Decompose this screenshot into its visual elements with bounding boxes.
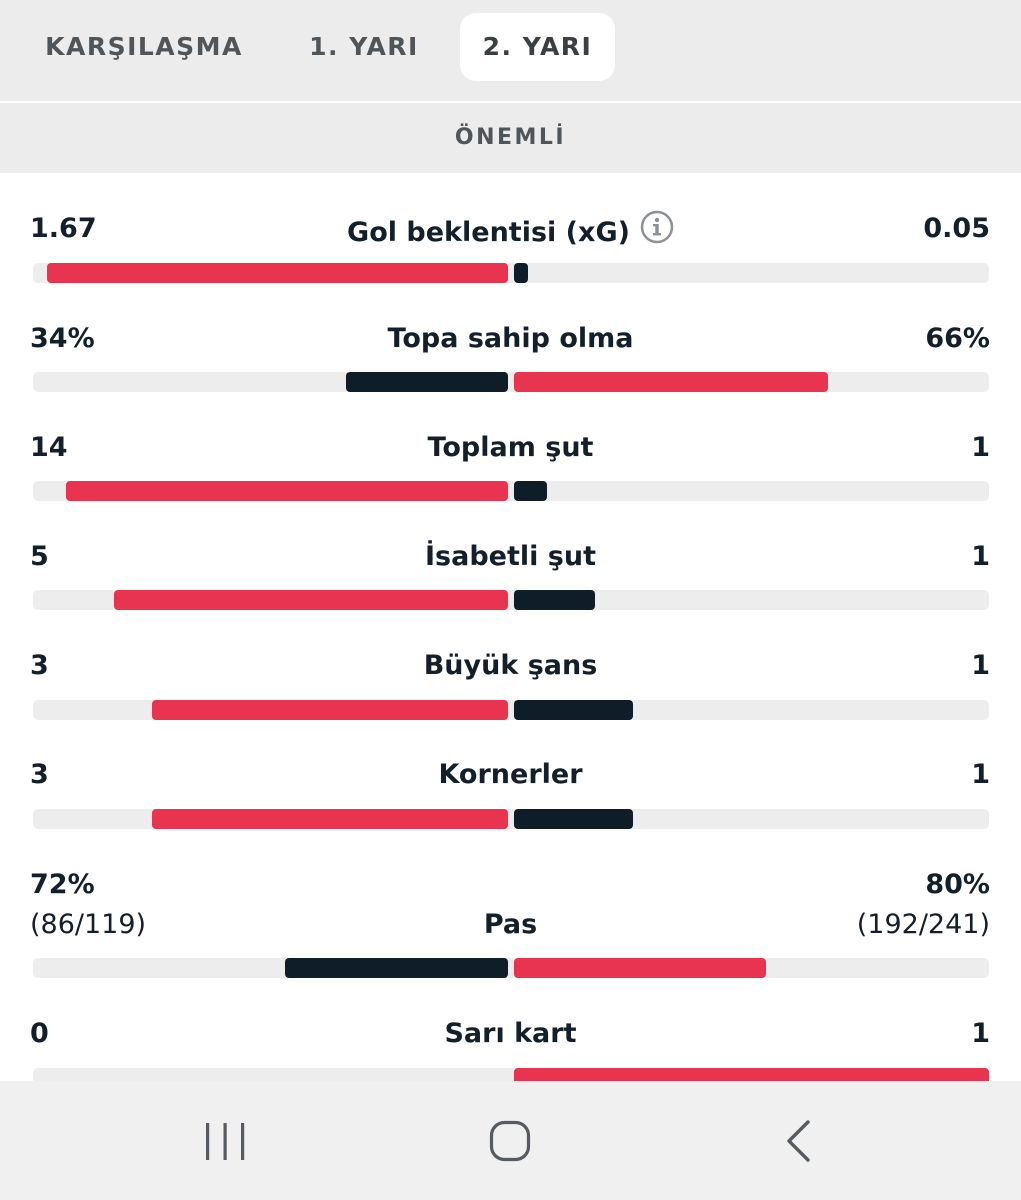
stat-label: Kornerler <box>438 759 583 790</box>
stat-away-value: 1 <box>971 432 990 463</box>
stat-bar-home <box>285 958 508 978</box>
stat-label: Gol beklentisi (xG) <box>0 210 1021 254</box>
stat-bar-track <box>33 1068 989 1081</box>
stat-away-value: 80% <box>925 869 990 900</box>
recent-apps-icon[interactable] <box>185 1101 265 1181</box>
stat-bar-home <box>346 372 508 392</box>
stat-bar-home <box>66 481 508 501</box>
info-icon[interactable] <box>640 210 674 251</box>
stats-list: 1.67 Gol beklentisi (xG) 0.05 34% Topa s… <box>0 173 1021 1081</box>
stat-away-value: 1 <box>971 1018 990 1049</box>
stat-away-value: 1 <box>971 650 990 681</box>
stat-bar-track <box>33 809 989 829</box>
stat-bar-home <box>114 590 508 610</box>
stat-bar-away <box>514 590 595 610</box>
tab-bar: KARŞILAŞMA 1. YARI 2. YARI <box>0 0 1021 102</box>
stat-home-value: 14 <box>30 432 68 463</box>
stat-home-value: 0 <box>30 1018 49 1049</box>
stat-bar-away <box>514 1068 989 1081</box>
stat-home-value: 34% <box>30 323 95 354</box>
stat-home-value: 3 <box>30 650 49 681</box>
stat-bar-track <box>33 590 989 610</box>
stat-home-value: 72% <box>30 869 95 900</box>
stat-bar-home <box>152 700 508 720</box>
stat-away-value: 1 <box>971 759 990 790</box>
tab-second-half[interactable]: 2. YARI <box>460 13 615 81</box>
stat-bar-track <box>33 263 989 283</box>
stat-away-detail: (192/241) <box>856 909 990 940</box>
stat-bar-away <box>514 263 528 283</box>
stat-bar-away <box>514 809 633 829</box>
stat-away-value: 66% <box>925 323 990 354</box>
stat-label: Topa sahip olma <box>387 323 634 354</box>
section-title: ÖNEMLİ <box>0 103 1021 173</box>
stat-home-value: 5 <box>30 541 49 572</box>
stat-bar-home <box>152 809 508 829</box>
stat-label: Büyük şans <box>423 650 598 681</box>
stat-label: Pas <box>483 909 538 940</box>
stat-label-text: Gol beklentisi (xG) <box>347 217 630 248</box>
tab-first-half[interactable]: 1. YARI <box>309 32 419 61</box>
back-icon[interactable] <box>758 1101 838 1181</box>
stat-label: Toplam şut <box>427 432 594 463</box>
stat-bar-away <box>514 481 547 501</box>
stat-bar-away <box>514 700 633 720</box>
stat-away-value: 1 <box>971 541 990 572</box>
stat-bar-track <box>33 372 989 392</box>
stat-bar-track <box>33 958 989 978</box>
divider <box>0 101 1021 103</box>
stat-label: Sarı kart <box>444 1018 577 1049</box>
stat-bar-home <box>47 263 508 283</box>
stat-label: İsabetli şut <box>425 541 596 572</box>
stat-home-detail: (86/119) <box>30 909 147 940</box>
system-nav-bar <box>0 1081 1021 1200</box>
stat-bar-away <box>514 958 766 978</box>
home-icon[interactable] <box>470 1101 550 1181</box>
stat-home-value: 3 <box>30 759 49 790</box>
stat-bar-track <box>33 700 989 720</box>
stat-away-value: 0.05 <box>923 213 990 244</box>
stat-home-value: 1.67 <box>30 213 97 244</box>
stat-bar-track <box>33 481 989 501</box>
stat-bar-away <box>514 372 828 392</box>
tab-match[interactable]: KARŞILAŞMA <box>45 32 243 61</box>
